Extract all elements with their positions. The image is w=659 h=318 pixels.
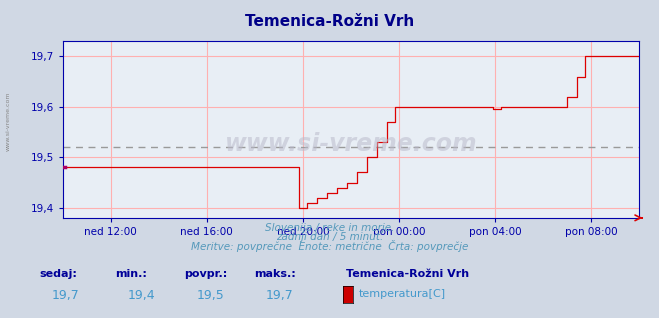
Text: www.si-vreme.com: www.si-vreme.com <box>5 91 11 151</box>
Text: 19,7: 19,7 <box>51 289 79 302</box>
Text: temperatura[C]: temperatura[C] <box>359 289 446 299</box>
Text: 19,4: 19,4 <box>127 289 155 302</box>
Text: zadnji dan / 5 minut.: zadnji dan / 5 minut. <box>276 232 383 241</box>
Text: Temenica-Rožni Vrh: Temenica-Rožni Vrh <box>346 269 469 279</box>
Text: Slovenija / reke in morje.: Slovenija / reke in morje. <box>265 223 394 232</box>
Text: 19,5: 19,5 <box>196 289 224 302</box>
Text: Meritve: povprečne  Enote: metrične  Črta: povprečje: Meritve: povprečne Enote: metrične Črta:… <box>191 240 468 252</box>
Text: maks.:: maks.: <box>254 269 295 279</box>
Text: www.si-vreme.com: www.si-vreme.com <box>225 132 477 156</box>
Text: 19,7: 19,7 <box>266 289 293 302</box>
Text: povpr.:: povpr.: <box>185 269 228 279</box>
Text: min.:: min.: <box>115 269 147 279</box>
Text: Temenica-Rožni Vrh: Temenica-Rožni Vrh <box>245 14 414 29</box>
Text: sedaj:: sedaj: <box>40 269 77 279</box>
